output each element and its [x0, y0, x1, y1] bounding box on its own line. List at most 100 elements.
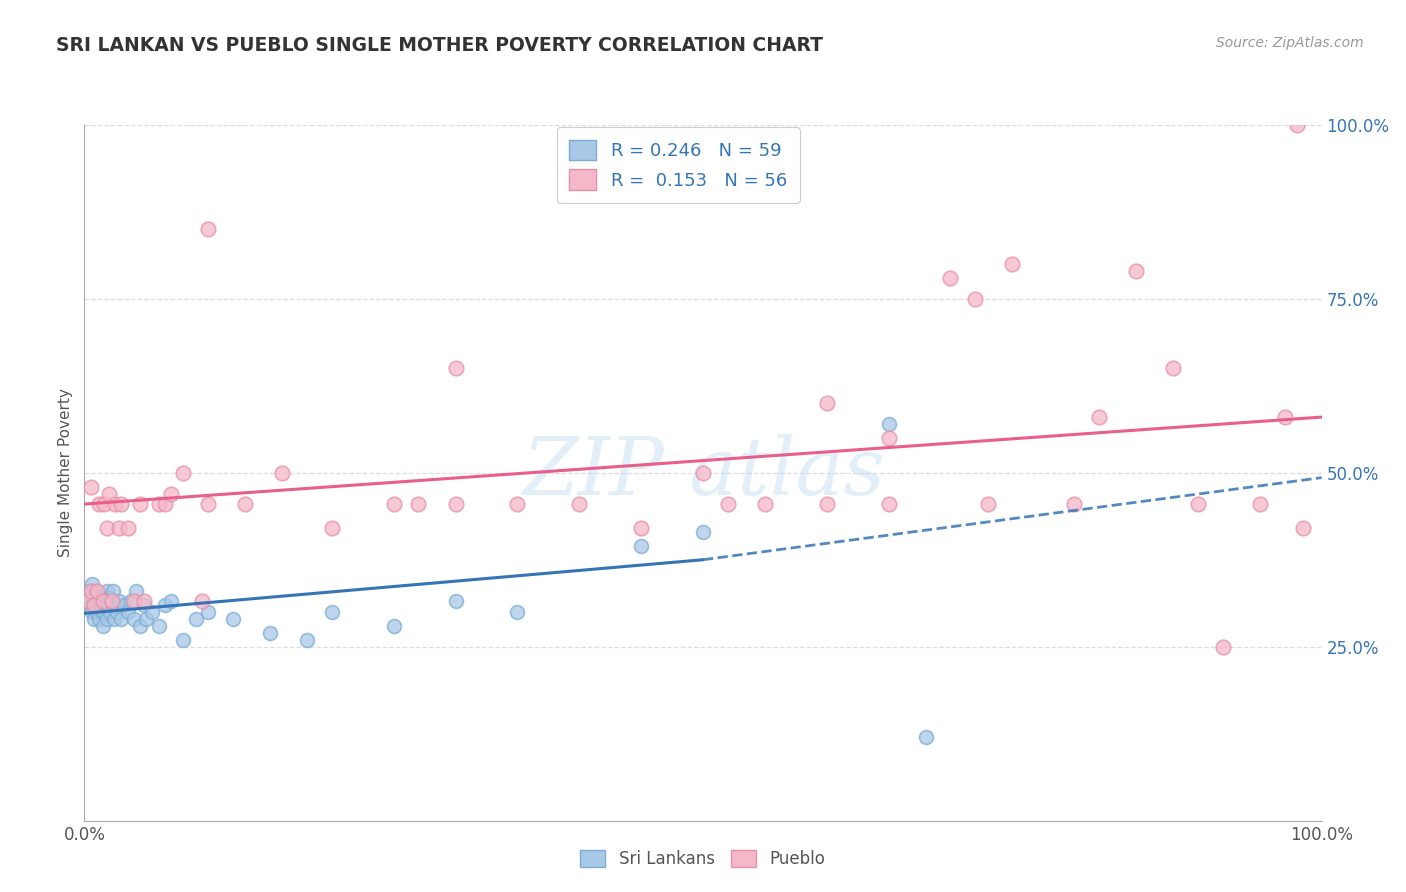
Point	[692, 524, 714, 539]
Point	[100, 594, 122, 608]
Point	[754, 497, 776, 511]
Point	[82, 594, 104, 608]
Point	[117, 605, 139, 619]
Point	[295, 632, 318, 647]
Point	[1063, 497, 1085, 511]
Point	[86, 584, 108, 599]
Point	[79, 591, 101, 605]
Point	[135, 612, 157, 626]
Point	[100, 594, 122, 608]
Point	[79, 584, 101, 599]
Point	[83, 612, 105, 626]
Point	[1161, 361, 1184, 376]
Point	[77, 594, 100, 608]
Point	[122, 594, 145, 608]
Point	[96, 521, 118, 535]
Point	[321, 605, 343, 619]
Point	[160, 486, 183, 500]
Point	[129, 619, 152, 633]
Point	[692, 466, 714, 480]
Point	[86, 605, 108, 619]
Point	[1187, 497, 1209, 511]
Y-axis label: Single Mother Poverty: Single Mother Poverty	[58, 388, 73, 558]
Point	[815, 497, 838, 511]
Point	[939, 271, 962, 285]
Point	[90, 605, 112, 619]
Point	[506, 497, 529, 511]
Point	[197, 222, 219, 236]
Point	[79, 598, 101, 612]
Point	[77, 594, 100, 608]
Point	[233, 497, 256, 511]
Point	[1125, 264, 1147, 278]
Point	[91, 594, 114, 608]
Point	[79, 480, 101, 494]
Point	[965, 292, 987, 306]
Point	[87, 594, 110, 608]
Point	[197, 605, 219, 619]
Point	[141, 605, 163, 619]
Point	[98, 605, 121, 619]
Point	[132, 594, 155, 608]
Point	[108, 521, 131, 535]
Point	[96, 584, 118, 599]
Point	[717, 497, 740, 511]
Text: Source: ZipAtlas.com: Source: ZipAtlas.com	[1216, 36, 1364, 50]
Point	[110, 497, 132, 511]
Point	[86, 584, 108, 599]
Point	[79, 584, 101, 599]
Point	[93, 605, 115, 619]
Point	[91, 619, 114, 633]
Point	[259, 625, 281, 640]
Point	[1285, 118, 1308, 132]
Point	[98, 591, 121, 605]
Point	[84, 598, 107, 612]
Point	[80, 605, 103, 619]
Point	[630, 521, 652, 535]
Point	[80, 577, 103, 591]
Point	[91, 594, 114, 608]
Point	[122, 612, 145, 626]
Point	[108, 594, 131, 608]
Point	[104, 497, 127, 511]
Point	[444, 497, 467, 511]
Point	[1088, 410, 1111, 425]
Point	[914, 730, 936, 744]
Point	[125, 584, 148, 599]
Point	[976, 497, 998, 511]
Point	[153, 598, 176, 612]
Point	[89, 598, 111, 612]
Text: SRI LANKAN VS PUEBLO SINGLE MOTHER POVERTY CORRELATION CHART: SRI LANKAN VS PUEBLO SINGLE MOTHER POVER…	[56, 36, 824, 54]
Point	[1292, 521, 1315, 535]
Point	[1249, 497, 1271, 511]
Point	[120, 594, 142, 608]
Point	[83, 591, 105, 605]
Point	[408, 497, 430, 511]
Text: ZIP atlas: ZIP atlas	[522, 434, 884, 511]
Point	[110, 612, 132, 626]
Point	[1274, 410, 1296, 425]
Point	[105, 605, 128, 619]
Point	[96, 612, 118, 626]
Point	[83, 598, 105, 612]
Point	[197, 497, 219, 511]
Point	[148, 497, 170, 511]
Point	[148, 619, 170, 633]
Point	[103, 612, 125, 626]
Point	[172, 632, 194, 647]
Point	[98, 486, 121, 500]
Point	[222, 612, 245, 626]
Point	[382, 497, 405, 511]
Point	[129, 497, 152, 511]
Point	[271, 466, 294, 480]
Point	[97, 598, 120, 612]
Point	[117, 521, 139, 535]
Point	[877, 497, 900, 511]
Point	[382, 619, 405, 633]
Point	[104, 598, 127, 612]
Point	[184, 612, 207, 626]
Point	[153, 497, 176, 511]
Point	[568, 497, 591, 511]
Point	[1001, 257, 1024, 271]
Point	[877, 417, 900, 431]
